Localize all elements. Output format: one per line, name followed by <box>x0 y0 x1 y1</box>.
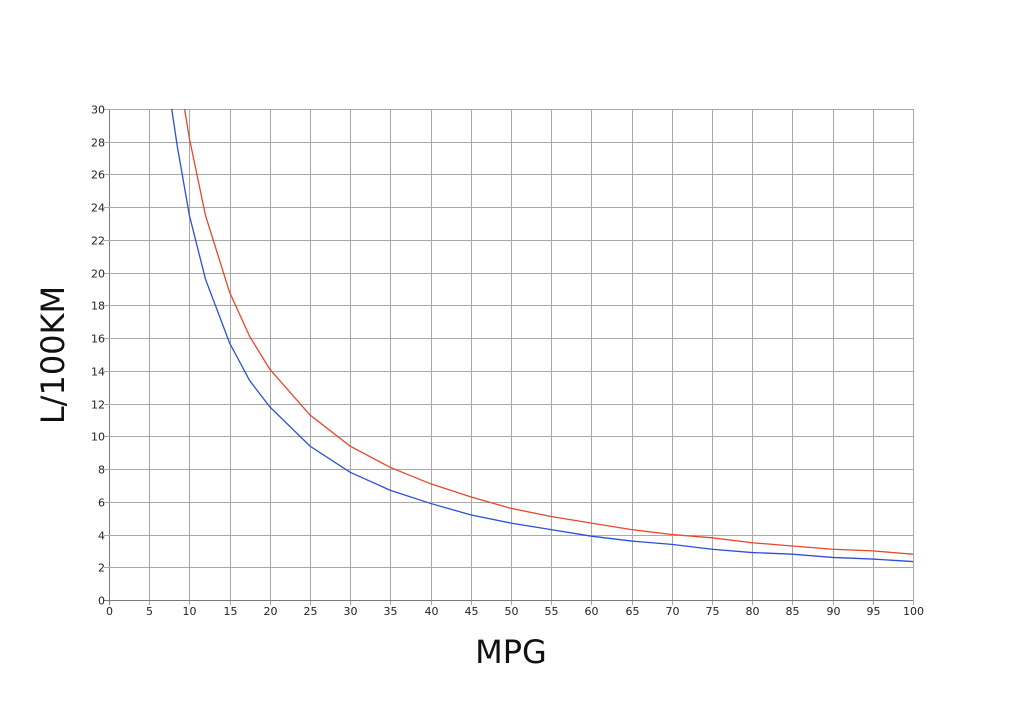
grid <box>104 109 914 605</box>
x-tick-label: 10 <box>183 605 197 618</box>
y-tick-label: 8 <box>98 464 105 477</box>
y-tick-label: 14 <box>91 366 105 379</box>
y-tick-label: 16 <box>91 333 105 346</box>
y-axis-title: L/100KM <box>34 286 72 424</box>
x-tick-label: 20 <box>264 605 278 618</box>
y-tick-label: 20 <box>91 268 105 281</box>
x-tick-label: 90 <box>827 605 841 618</box>
x-tick-label: 25 <box>304 605 318 618</box>
series-group <box>171 108 914 563</box>
x-tick-label: 35 <box>384 605 398 618</box>
y-tick-label: 28 <box>91 137 105 150</box>
tick-labels: 0 5 10 15 20 25 30 35 40 45 50 55 60 65 70 75 80 85 90 95 10… <box>91 104 924 619</box>
y-tick-label: 2 <box>98 562 105 575</box>
x-tick-label: 80 <box>746 605 760 618</box>
x-axis-title: MPG <box>475 633 547 671</box>
y-tick-label: 0 <box>98 595 105 608</box>
y-tick-label: 30 <box>91 104 105 117</box>
series-line-2 <box>171 108 914 563</box>
y-tick-label: 6 <box>98 497 105 510</box>
y-tick-label: 26 <box>91 169 105 182</box>
x-tick-label: 55 <box>545 605 559 618</box>
x-tick-label: 0 <box>106 605 113 618</box>
y-tick-label: 22 <box>91 235 105 248</box>
x-tick-label: 95 <box>867 605 881 618</box>
x-tick-label: 15 <box>224 605 238 618</box>
y-tick-label: 4 <box>98 530 105 543</box>
x-tick-label: 75 <box>706 605 720 618</box>
x-tick-label: 60 <box>585 605 599 618</box>
y-tick-label: 18 <box>91 300 105 313</box>
x-tick-label: 40 <box>425 605 439 618</box>
x-tick-label: 85 <box>786 605 800 618</box>
x-tick-label: 50 <box>505 605 519 618</box>
y-tick-label: 10 <box>91 431 105 444</box>
y-tick-label: 24 <box>91 202 105 215</box>
x-tick-label: 5 <box>146 605 153 618</box>
series-line-1 <box>183 108 914 555</box>
x-tick-label: 70 <box>666 605 680 618</box>
x-tick-label: 100 <box>903 605 924 618</box>
x-tick-label: 45 <box>465 605 479 618</box>
y-tick-label: 12 <box>91 399 105 412</box>
x-tick-label: 65 <box>626 605 640 618</box>
x-tick-label: 30 <box>344 605 358 618</box>
